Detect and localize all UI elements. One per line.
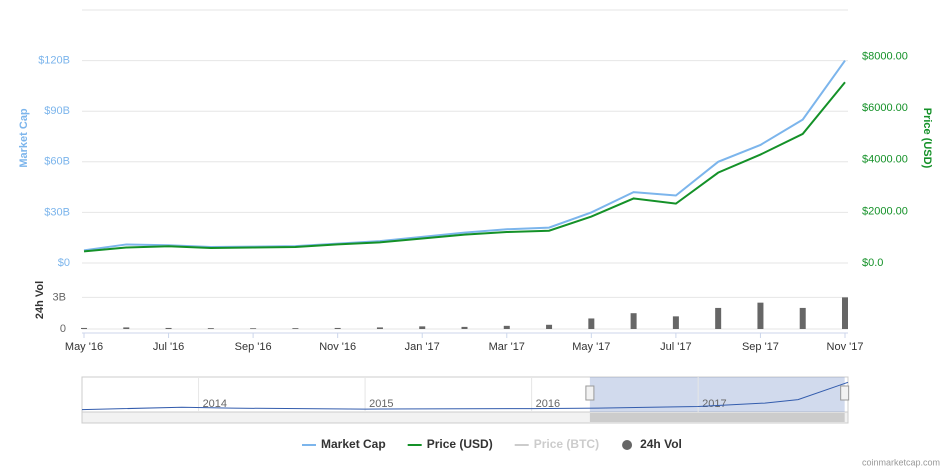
- legend-label: Price (BTC): [534, 437, 599, 451]
- volume-bar: [672, 316, 679, 329]
- navigator-line: [81, 381, 849, 411]
- scrollbar[interactable]: [81, 411, 849, 424]
- navigator-handle[interactable]: [840, 385, 850, 401]
- y2-tick-label: $4000.00: [862, 154, 908, 166]
- volume-bar: [503, 325, 510, 329]
- volume-bar: [334, 327, 341, 329]
- x-tick-label: Nov '17: [827, 341, 864, 353]
- volume-bar: [250, 328, 257, 329]
- line-series: [83, 81, 846, 253]
- x-tick-label: May '17: [572, 341, 610, 353]
- y-tick-label: $30B: [44, 206, 70, 218]
- x-tick-label: Jan '17: [405, 341, 440, 353]
- volume-bar: [757, 302, 764, 329]
- y-axis-title: Market Cap: [18, 108, 30, 168]
- legend-label: Price (USD): [427, 437, 493, 451]
- legend-item[interactable]: Price (BTC): [514, 437, 599, 451]
- vol-tick-label: 0: [60, 323, 66, 335]
- volume-bar: [292, 328, 299, 329]
- volume-bar: [799, 307, 806, 329]
- navigator-tick-label: 2016: [536, 398, 560, 410]
- line-series: [83, 60, 846, 252]
- y2-tick-label: $8000.00: [862, 50, 908, 62]
- volume-bar: [376, 327, 383, 329]
- y-tick-label: $90B: [44, 105, 70, 117]
- y-tick-label: $0: [58, 257, 70, 269]
- y-tick-label: $60B: [44, 156, 70, 168]
- legend-label: Market Cap: [321, 437, 386, 451]
- legend-item[interactable]: Price (USD): [407, 437, 493, 451]
- volume-bar: [123, 327, 130, 329]
- legend-symbol: [622, 440, 633, 450]
- vol-tick-label: 3B: [53, 291, 66, 303]
- legend-item[interactable]: Market Cap: [302, 437, 386, 451]
- x-tick-label: Sep '16: [235, 341, 272, 353]
- x-tick-label: May '16: [65, 341, 103, 353]
- x-tick-label: Mar '17: [489, 341, 525, 353]
- volume-bar: [842, 297, 848, 329]
- y2-tick-label: $0.0: [862, 257, 883, 269]
- y2-tick-label: $6000.00: [862, 102, 908, 114]
- legend-item[interactable]: 24h Vol: [622, 437, 682, 451]
- y-tick-label: $120B: [38, 55, 70, 67]
- legend-label: 24h Vol: [640, 437, 682, 451]
- navigator-tick-label: 2015: [369, 398, 393, 410]
- scrollbar-thumb[interactable]: [589, 413, 845, 422]
- volume-bar: [419, 326, 426, 329]
- y2-tick-label: $2000.00: [862, 205, 908, 217]
- vol-axis-title: 24h Vol: [34, 281, 46, 319]
- y2-axis-title: Price (USD): [921, 108, 933, 169]
- x-tick-label: Jul '17: [660, 341, 691, 353]
- x-tick-label: Sep '17: [742, 341, 779, 353]
- volume-bar: [81, 327, 87, 329]
- volume-bar: [715, 307, 722, 329]
- volume-bar: [207, 328, 214, 329]
- volume-bar: [588, 318, 595, 329]
- navigator-tick-label: 2014: [203, 398, 227, 410]
- navigator-handle[interactable]: [585, 385, 595, 401]
- x-tick-label: Nov '16: [319, 341, 356, 353]
- navigator-selection: [589, 377, 845, 412]
- credit: coinmarketcap.com: [862, 457, 940, 467]
- volume-bar: [165, 327, 172, 329]
- volume-bar: [546, 324, 553, 329]
- navigator-tick-label: 2017: [702, 398, 726, 410]
- volume-bar: [630, 313, 637, 329]
- volume-bar: [461, 326, 468, 329]
- x-tick-label: Jul '16: [153, 341, 184, 353]
